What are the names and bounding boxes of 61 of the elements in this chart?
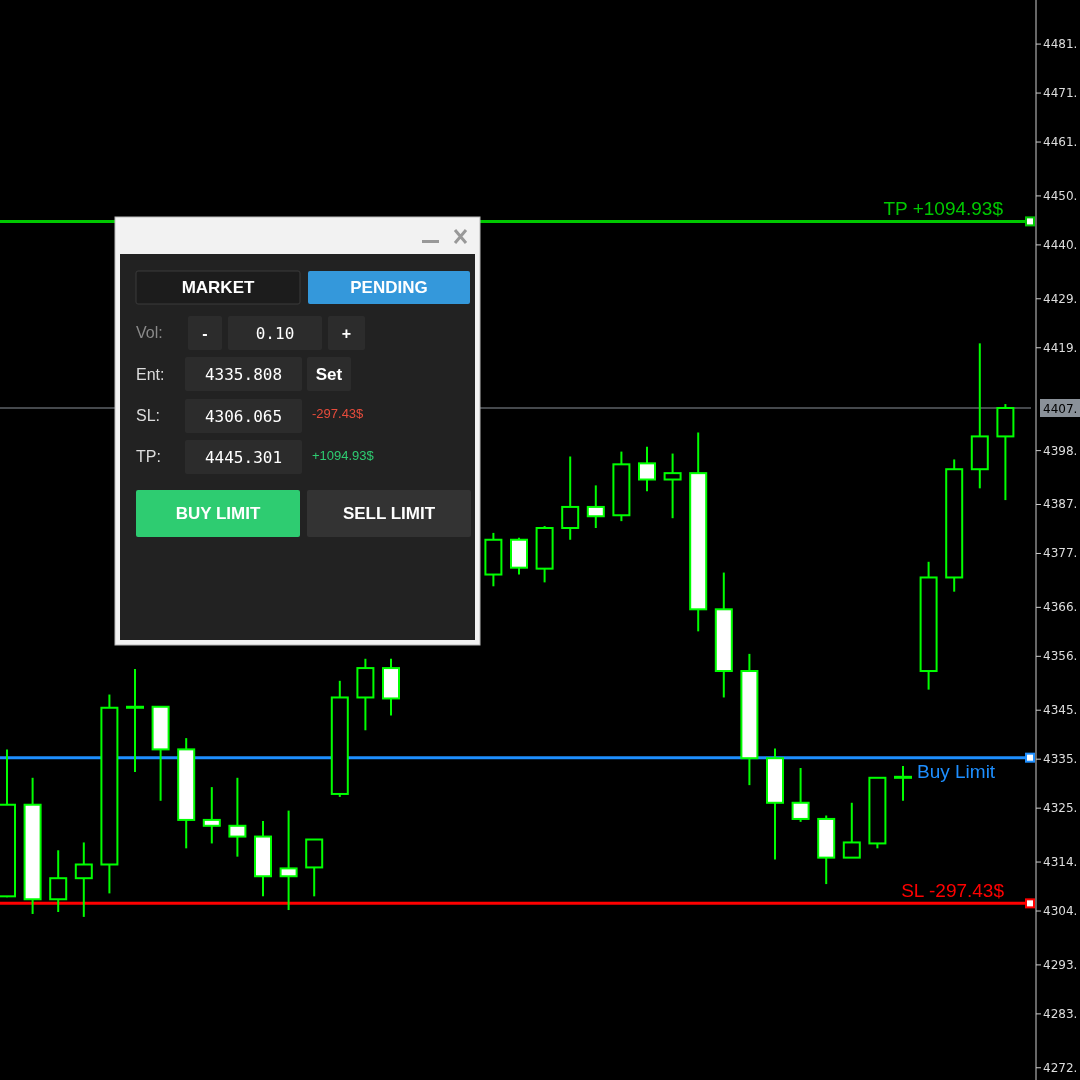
annotation: 0.10 <box>255 323 295 343</box>
annotation: -297.43$ <box>312 406 365 421</box>
y-tick-label: 4293. <box>1043 957 1078 972</box>
candlestick <box>254 819 272 898</box>
y-tick-label: 4345. <box>1043 703 1078 718</box>
candlestick <box>49 849 68 913</box>
y-tick-label: 4377. <box>1043 546 1078 561</box>
annotation: +1094.93$ <box>312 448 375 463</box>
y-tick-label: 4314. <box>1043 855 1078 870</box>
annotation: SL: <box>136 407 161 424</box>
candlestick <box>689 431 708 633</box>
y-tick-label: 4429. <box>1043 291 1078 306</box>
y-tick-label: 4304. <box>1043 904 1078 919</box>
annotation: MARKET <box>181 278 255 298</box>
y-tick-label: 4398. <box>1043 443 1078 458</box>
annotation: + <box>341 324 352 342</box>
annotation: PENDING <box>350 278 428 298</box>
annotation: 4306.065 <box>204 406 283 426</box>
candlestick <box>740 652 759 787</box>
candlestick <box>228 776 247 858</box>
ref-line-label: Buy Limit <box>917 760 996 782</box>
y-tick-label: 4481. <box>1043 37 1078 52</box>
annotation: SELL LIMIT <box>342 504 436 524</box>
y-tick-label: 4419. <box>1043 340 1078 355</box>
candlestick <box>586 484 605 529</box>
y-tick-label: 4387. <box>1043 497 1078 512</box>
y-tick-label: 4283. <box>1043 1006 1078 1021</box>
annotation: BUY LIMIT <box>175 504 261 524</box>
candlestick <box>23 776 42 915</box>
annotation: Vol: <box>136 324 163 341</box>
candlestick <box>945 458 964 593</box>
candlestick <box>663 452 682 520</box>
candlestick <box>766 747 784 861</box>
ref-line-label: 4407. <box>1043 402 1078 416</box>
y-tick-label: 4471. <box>1043 86 1078 101</box>
candlestick <box>279 809 298 912</box>
y-tick-label: 4356. <box>1043 649 1078 664</box>
annotation: - <box>202 324 208 342</box>
candlestick <box>561 455 580 541</box>
y-tick-label: 4335. <box>1043 752 1078 767</box>
y-tick-label: 4461. <box>1043 135 1078 150</box>
y-tick-label: 4325. <box>1043 801 1078 816</box>
annotation: Set <box>315 364 343 384</box>
y-tick-label: 4440. <box>1043 237 1078 252</box>
annotation: 4335.808 <box>204 364 283 384</box>
y-tick-label: 4366. <box>1043 600 1078 615</box>
ref-line-label: SL -297.43$ <box>901 880 1005 902</box>
candlestick <box>100 693 119 895</box>
candlestick <box>894 765 912 802</box>
ref-line-label: TP +1094.93$ <box>883 198 1004 220</box>
candlestick <box>714 571 733 699</box>
y-tick-label: 4450. <box>1043 188 1078 203</box>
y-tick-label: 4272. <box>1043 1060 1078 1075</box>
annotation: 4445.301 <box>204 447 283 467</box>
candlestick <box>74 841 93 918</box>
candlestick <box>202 786 221 845</box>
candlestick <box>919 560 938 691</box>
annotation: Ent: <box>136 366 165 383</box>
candlestick <box>970 342 989 490</box>
candlestick <box>126 668 144 773</box>
annotation: TP: <box>136 448 161 465</box>
